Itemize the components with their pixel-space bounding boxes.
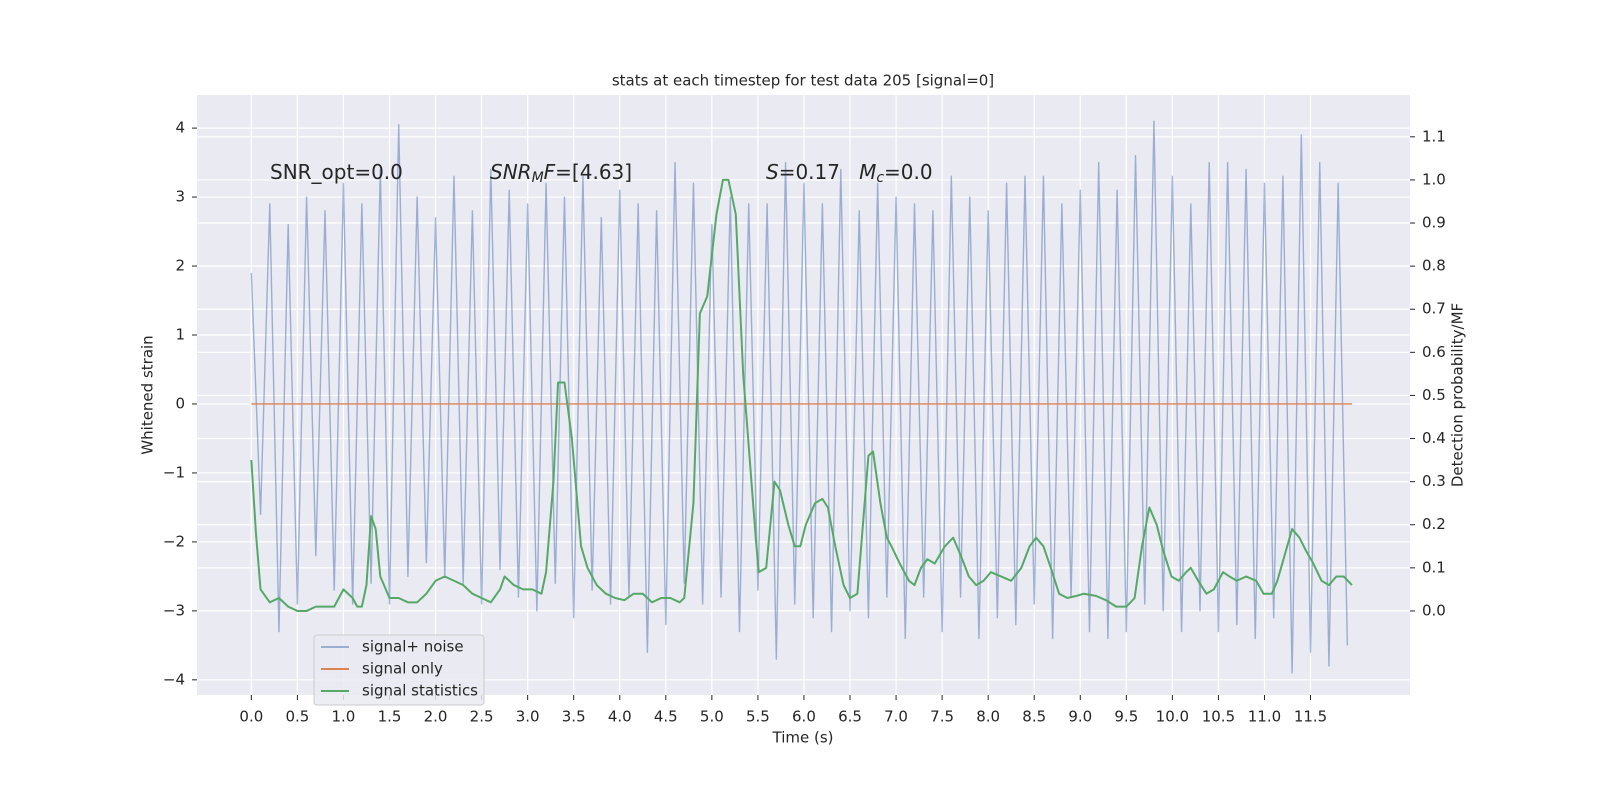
x-tick-label: 3.0 [516, 708, 540, 726]
y-tick-label: 2 [175, 257, 185, 275]
x-tick-label: 5.5 [746, 708, 770, 726]
x-tick-label: 2.5 [470, 708, 494, 726]
x-tick-label: 11.5 [1294, 708, 1327, 726]
y-tick-label: 3 [175, 188, 185, 206]
annotation-part: M [532, 170, 544, 186]
x-tick-label: 7.5 [930, 708, 954, 726]
y-tick-label: −1 [163, 463, 185, 481]
series-line [250, 120, 1349, 674]
y-tick-label: 4 [175, 119, 185, 137]
annotation-part: S [766, 160, 779, 184]
x-tick-label: 0.5 [285, 708, 309, 726]
annotation: SNRMF=[4.63] [490, 160, 632, 187]
annotation-part: =0.0 [884, 160, 933, 184]
y-tick-label: −2 [163, 532, 185, 550]
y2-tick-label: 0.5 [1422, 386, 1446, 404]
x-tick-label: 5.0 [700, 708, 724, 726]
x-tick-label: 7.0 [884, 708, 908, 726]
x-tick-label: 10.0 [1156, 708, 1189, 726]
y2-tick-label: 0.7 [1422, 300, 1446, 318]
x-tick-label: 6.0 [792, 708, 816, 726]
x-tick-label: 1.0 [332, 708, 356, 726]
y2-tick-label: 0.3 [1422, 472, 1446, 490]
x-tick-label: 4.0 [608, 708, 632, 726]
annotation-part: =[4.63] [555, 160, 632, 184]
annotation: SNR_opt=0.0 [270, 160, 403, 184]
annotation-part: SNR [490, 160, 532, 184]
annotation: S=0.17 Mc=0.0 [766, 160, 933, 187]
x-tick-label: 8.0 [976, 708, 1000, 726]
y2-tick-label: 0.4 [1422, 429, 1446, 447]
x-tick-label: 2.0 [424, 708, 448, 726]
legend-box [313, 634, 485, 706]
x-tick-label: 6.5 [838, 708, 862, 726]
x-tick-label: 11.0 [1248, 708, 1281, 726]
y-tick-label: 0 [175, 394, 185, 412]
x-tick-label: 1.5 [378, 708, 402, 726]
y2-tick-label: 0.2 [1422, 515, 1446, 533]
x-tick-label: 0.0 [239, 708, 263, 726]
y2-tick-label: 0.9 [1422, 214, 1446, 232]
y2-tick-label: 0.6 [1422, 343, 1446, 361]
y2-tick-label: 1.1 [1422, 127, 1446, 145]
y2-tick-label: 0.0 [1422, 601, 1446, 619]
x-tick-label: 3.5 [562, 708, 586, 726]
y-tick-label: 1 [175, 326, 185, 344]
legend-label: signal statistics [362, 682, 478, 700]
x-tick-label: 4.5 [654, 708, 678, 726]
x-tick-label: 10.5 [1202, 708, 1235, 726]
y2-tick-label: 1.0 [1422, 170, 1446, 188]
x-tick-label: 8.5 [1022, 708, 1046, 726]
annotation-part: M [859, 160, 876, 184]
legend-label: signal only [362, 660, 443, 678]
y2-tick-label: 0.1 [1422, 558, 1446, 576]
y-tick-label: −3 [163, 601, 185, 619]
chart-title: stats at each timestep for test data 205… [612, 72, 994, 90]
annotation-part: SNR_opt=0.0 [270, 160, 403, 184]
x-tick-label: 9.0 [1068, 708, 1092, 726]
annotation-part: F [544, 160, 556, 184]
annotation-part: =0.17 [779, 160, 859, 184]
x-tick-label: 9.5 [1114, 708, 1138, 726]
y-axis-label: Whitened strain [139, 335, 157, 454]
y2-axis-label: Detection probability/MF [1449, 303, 1467, 487]
y-tick-label: −4 [163, 670, 185, 688]
legend-label: signal+ noise [362, 638, 464, 656]
y2-tick-label: 0.8 [1422, 257, 1446, 275]
series-line [250, 178, 1353, 612]
x-axis-label: Time (s) [772, 729, 834, 747]
annotation-part: c [876, 170, 884, 186]
